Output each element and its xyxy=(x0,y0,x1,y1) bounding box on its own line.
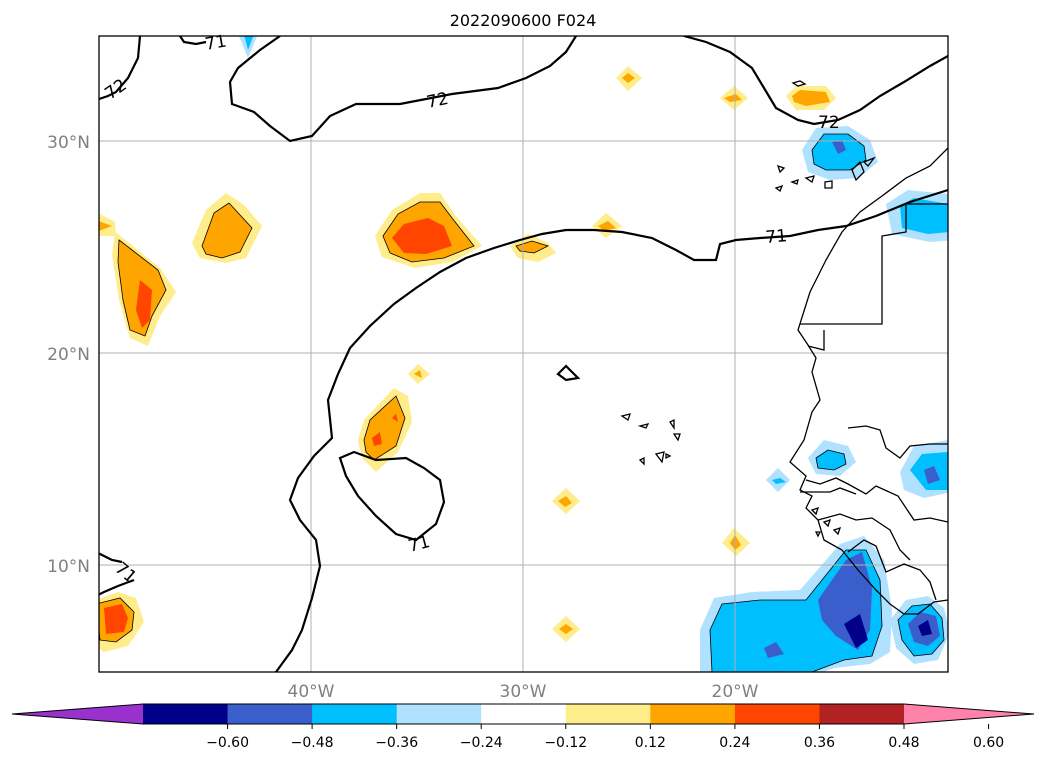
anomaly-blob-east-edge xyxy=(900,440,948,498)
lat-label-20n: 20°N xyxy=(47,345,90,365)
colorbar-tick-label: −0.36 xyxy=(375,735,418,751)
colorbar-segment xyxy=(312,704,398,724)
colorbar-tick-label: 0.60 xyxy=(973,735,1004,751)
contour-label: 72 xyxy=(425,89,450,113)
lon-label-40w: 40°W xyxy=(288,682,335,702)
canary-islands xyxy=(774,156,876,193)
colorbar-tick-label: 0.12 xyxy=(635,735,666,751)
anomaly-blob-28w-7n xyxy=(552,616,580,642)
anomaly-blob-20w-32n xyxy=(720,86,748,110)
contour-71-sw xyxy=(99,552,123,564)
contour-label: 71 xyxy=(765,226,788,248)
anomaly-blob-se-corner xyxy=(890,596,948,664)
colorbar-tick-label: 0.36 xyxy=(804,735,835,751)
colorbar-tick-label: 0.48 xyxy=(888,735,919,751)
colorbar-tick-label: −0.12 xyxy=(544,735,587,751)
madeira-island xyxy=(791,80,807,87)
longitude-labels: 40°W 30°W 20°W xyxy=(288,682,759,702)
gridlines xyxy=(99,36,948,672)
map-area xyxy=(99,36,948,672)
contour-label: 72 xyxy=(818,113,840,133)
anomaly-blob-gulf-guinea xyxy=(700,536,892,672)
contour-71-sw2 xyxy=(99,578,135,596)
contour-lines xyxy=(99,36,948,672)
contour-71-main xyxy=(275,188,948,672)
map-frame xyxy=(98,35,949,673)
anomaly-blob-17w-32n xyxy=(786,86,836,110)
contour-71-nw xyxy=(179,36,207,46)
lon-label-20w: 20°W xyxy=(712,682,759,702)
sierra-leone-border xyxy=(847,539,937,601)
colorbar-segment xyxy=(734,704,820,724)
anomaly-blob-35w-19n xyxy=(408,364,430,384)
mauritania-border xyxy=(807,330,825,351)
gambia-border xyxy=(800,487,857,495)
mali-border xyxy=(847,425,948,459)
anomaly-blob-west-edge xyxy=(99,213,116,236)
contour-71-loop xyxy=(338,450,446,542)
anomaly-blob-26w-26n xyxy=(592,213,622,238)
positive-anomaly-areas xyxy=(99,66,836,652)
senegal-border xyxy=(805,477,948,523)
colorbar-tick-label: −0.24 xyxy=(460,735,503,751)
colorbar-tick-label: 0.24 xyxy=(719,735,750,751)
anomaly-blob-sw-corner xyxy=(99,592,144,652)
colorbar-extend-left xyxy=(12,704,143,724)
anomaly-blob-ne-coast xyxy=(886,190,948,242)
anomaly-blob-36w-17n xyxy=(358,388,412,472)
colorbar-extend-right xyxy=(904,704,1034,724)
colorbar-outline xyxy=(11,703,1035,725)
colorbar: −0.60 −0.48 −0.36 −0.24 −0.12 0.12 0.24 0.36 0.4… xyxy=(11,703,1035,751)
colorbar-tick-label: −0.48 xyxy=(291,735,334,751)
africa-coastline xyxy=(789,147,948,615)
anomaly-blob-25w-33n xyxy=(616,66,642,91)
guinea-border xyxy=(817,513,911,561)
colorbar-segment xyxy=(143,704,229,724)
anomaly-blob-28w-13n xyxy=(552,488,580,514)
anomaly-outlines xyxy=(99,133,945,672)
anomaly-blob-42w-35n xyxy=(238,36,258,58)
contour-72-west xyxy=(99,36,142,101)
contour-72-north xyxy=(228,36,577,143)
colorbar-segment xyxy=(481,704,567,724)
colorbar-segment xyxy=(227,704,313,724)
lat-label-10n: 10°N xyxy=(47,557,90,577)
contour-71-pacific xyxy=(556,364,581,382)
colorbar-segment xyxy=(819,704,905,724)
western-sahara-border xyxy=(800,203,948,325)
colorbar-segments xyxy=(143,704,905,724)
map-title: 2022090600 F024 xyxy=(450,11,597,30)
negative-anomaly-areas xyxy=(238,36,948,672)
lat-label-30n: 30°N xyxy=(47,133,90,153)
coastlines xyxy=(620,80,948,615)
anomaly-blob-senegal xyxy=(808,440,856,476)
anomaly-blob-16w-30n xyxy=(802,126,878,180)
guinea-bissau-islands xyxy=(810,506,842,538)
colorbar-segment xyxy=(650,704,736,724)
colorbar-tick-label: −0.60 xyxy=(206,735,249,751)
lon-label-30w: 30°W xyxy=(500,682,547,702)
contour-label: 71 xyxy=(203,31,228,54)
colorbar-segment xyxy=(565,704,651,724)
colorbar-ticks: −0.60 −0.48 −0.36 −0.24 −0.12 0.12 0.24 0.36 0.4… xyxy=(206,724,1004,751)
contour-72-east xyxy=(683,36,948,126)
cape-verde-islands xyxy=(620,413,681,466)
latitude-labels: 30°N 20°N 10°N xyxy=(47,133,90,577)
anomaly-blob-17w-14n xyxy=(766,468,790,492)
anomaly-blob-43w-26n xyxy=(192,193,262,263)
colorbar-segment xyxy=(396,704,482,724)
